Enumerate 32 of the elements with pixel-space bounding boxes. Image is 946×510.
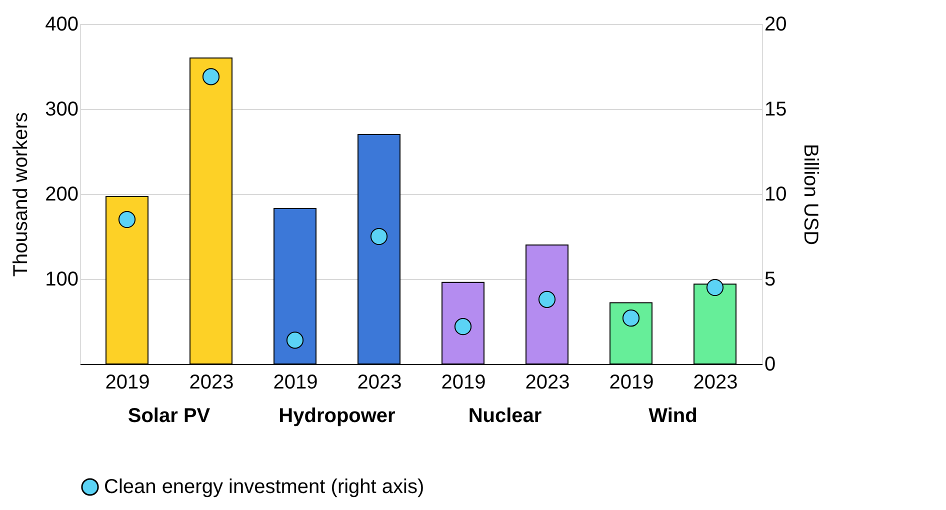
text: Wind bbox=[648, 405, 698, 427]
y-tick-label: 200 bbox=[45, 184, 78, 206]
point bbox=[370, 228, 388, 246]
x-tick-label: 2023 bbox=[357, 372, 402, 394]
y2-axis-title: Billion USD bbox=[800, 144, 822, 246]
point bbox=[286, 332, 304, 349]
x-tick-label: 2019 bbox=[273, 372, 318, 394]
x-tick-label: 2019 bbox=[441, 372, 486, 394]
y2-tick-label: 15 bbox=[764, 98, 787, 120]
y2-tick-label: 10 bbox=[764, 184, 787, 206]
point bbox=[622, 310, 640, 327]
x-tick-label: 2023 bbox=[189, 372, 234, 394]
y2-tick-label: 0 bbox=[764, 354, 776, 376]
point bbox=[118, 210, 136, 228]
text: Hydropower bbox=[278, 405, 396, 427]
y2-tick-label: 20 bbox=[764, 14, 787, 36]
y-tick-label: 100 bbox=[45, 268, 78, 290]
text: Nuclear bbox=[468, 405, 542, 427]
x-tick-label: 2023 bbox=[525, 372, 570, 394]
y-axis-title: Thousand workers bbox=[10, 112, 32, 277]
x-tick-label: 2023 bbox=[693, 372, 738, 394]
point bbox=[706, 278, 724, 296]
point bbox=[202, 68, 220, 86]
y-tick-label: 300 bbox=[45, 98, 78, 120]
x-tick-label: 2019 bbox=[609, 372, 654, 394]
y-tick-label: 400 bbox=[45, 14, 78, 36]
legend-label: Clean energy investment (right axis) bbox=[104, 476, 424, 498]
point bbox=[454, 318, 472, 336]
y2-tick-label: 5 bbox=[764, 268, 776, 290]
text: Solar PV bbox=[128, 405, 211, 427]
point bbox=[538, 290, 556, 308]
x-tick-label: 2019 bbox=[105, 372, 150, 394]
